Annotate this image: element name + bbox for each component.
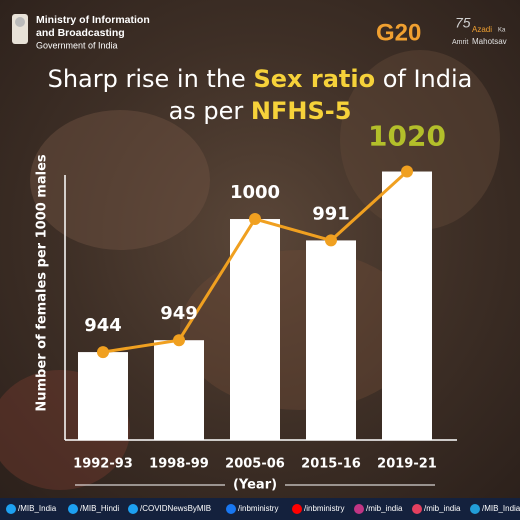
- x-tick-label: 2019-21: [377, 457, 437, 472]
- x-axis-label: (Year): [233, 478, 277, 493]
- trend-point: [249, 213, 261, 226]
- social-handle: /mib_india: [424, 504, 461, 513]
- social-handle: /MIB_India: [482, 504, 520, 513]
- value-label: 1020: [368, 120, 446, 153]
- trend-point: [401, 165, 413, 178]
- emblem: [12, 14, 28, 44]
- azadi-text: Amrit: [452, 39, 468, 46]
- social-icon: [354, 504, 364, 514]
- x-tick-label: 1998-99: [149, 457, 209, 472]
- g20-logo: G20: [376, 19, 421, 46]
- bar: [154, 340, 204, 440]
- azadi-text: Azadi: [472, 25, 492, 34]
- bar: [306, 240, 356, 440]
- bar: [382, 171, 432, 440]
- trend-point: [173, 334, 185, 347]
- x-tick-label: 2015-16: [301, 457, 361, 472]
- social-icon: [226, 504, 236, 514]
- chart-title: as per NFHS-5: [169, 97, 352, 125]
- social-icon: [128, 504, 138, 514]
- social-icon: [292, 504, 302, 514]
- footer: /MIB_India/MIB_Hindi/COVIDNewsByMIB/inbm…: [6, 504, 520, 514]
- bar: [78, 352, 128, 440]
- ministry-name: and Broadcasting: [36, 27, 125, 39]
- social-icon: [68, 504, 78, 514]
- trend-point: [97, 346, 109, 359]
- title-segment: NFHS-5: [251, 97, 352, 125]
- social-handle: /MIB_India: [18, 504, 57, 513]
- azadi-text: Ka: [498, 28, 506, 34]
- social-handle: /inbministry: [238, 504, 278, 513]
- ministry-name: Ministry of Information: [36, 14, 150, 26]
- value-label: 1000: [230, 182, 280, 203]
- value-label: 944: [84, 315, 122, 336]
- blur-shape: [340, 50, 500, 230]
- y-axis-label: Number of females per 1000 males: [35, 154, 50, 412]
- chart: Sharp rise in the Sex ratio of India as p…: [35, 65, 473, 493]
- social-handle: /MIB_Hindi: [80, 504, 119, 513]
- bar: [230, 219, 280, 440]
- title-segment: of India: [375, 65, 472, 93]
- trend-point: [325, 234, 337, 247]
- azadi-number: 75: [455, 15, 471, 31]
- social-handle: /mib_india: [366, 504, 403, 513]
- value-label: 949: [160, 303, 198, 324]
- chart-title: Sharp rise in the Sex ratio of India: [48, 65, 473, 93]
- social-icon: [6, 504, 16, 514]
- social-handle: /inbministry: [304, 504, 344, 513]
- social-handle: /COVIDNewsByMIB: [140, 504, 211, 513]
- blur-shape: [30, 110, 210, 250]
- x-tick-label: 1992-93: [73, 457, 133, 472]
- azadi-text: Mahotsav: [472, 37, 507, 46]
- footer-bar: [0, 498, 520, 520]
- value-label: 991: [312, 203, 350, 224]
- x-tick-label: 2005-06: [225, 457, 285, 472]
- title-segment: as per: [169, 97, 251, 125]
- government: Government of India: [36, 40, 118, 50]
- title-segment: Sharp rise in the: [48, 65, 254, 93]
- social-icon: [412, 504, 422, 514]
- social-icon: [470, 504, 480, 514]
- title-segment: Sex ratio: [253, 65, 375, 93]
